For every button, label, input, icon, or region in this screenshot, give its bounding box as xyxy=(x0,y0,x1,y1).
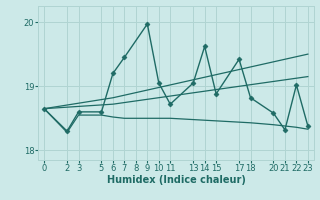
X-axis label: Humidex (Indice chaleur): Humidex (Indice chaleur) xyxy=(107,175,245,185)
